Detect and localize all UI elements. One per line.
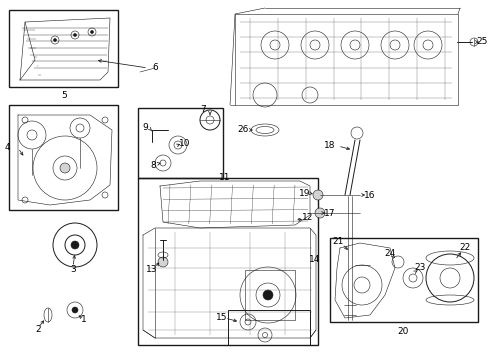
Text: 25: 25 — [475, 37, 487, 46]
Circle shape — [73, 33, 76, 36]
Text: 11: 11 — [219, 174, 230, 183]
Bar — [329, 238, 477, 322]
Text: 22: 22 — [458, 243, 469, 252]
Text: 2: 2 — [35, 325, 41, 334]
Bar — [138, 178, 317, 345]
Circle shape — [314, 208, 325, 218]
Text: 19: 19 — [299, 189, 310, 198]
Text: 8: 8 — [150, 161, 156, 170]
Text: 15: 15 — [216, 314, 227, 323]
Bar — [244, 270, 294, 320]
Text: 14: 14 — [309, 256, 320, 265]
Circle shape — [158, 257, 168, 267]
Circle shape — [71, 241, 79, 249]
Text: 24: 24 — [384, 248, 395, 257]
Circle shape — [263, 290, 272, 300]
Text: 6: 6 — [152, 63, 158, 72]
Text: 3: 3 — [70, 266, 76, 274]
Text: 9: 9 — [142, 123, 147, 132]
Bar — [9, 105, 118, 210]
Text: 18: 18 — [324, 140, 335, 149]
Text: 23: 23 — [413, 264, 425, 273]
Bar — [235, 14, 457, 105]
Text: 21: 21 — [332, 238, 343, 247]
Text: 10: 10 — [179, 139, 190, 148]
Text: 7: 7 — [200, 105, 205, 114]
Text: 20: 20 — [397, 328, 408, 337]
Text: 13: 13 — [146, 266, 158, 274]
Circle shape — [312, 190, 323, 200]
Text: 4: 4 — [4, 144, 10, 153]
Circle shape — [60, 163, 70, 173]
Bar — [138, 108, 223, 178]
Text: 12: 12 — [302, 213, 313, 222]
Circle shape — [53, 39, 57, 41]
Text: 1: 1 — [81, 315, 87, 324]
Circle shape — [72, 307, 78, 313]
Text: 17: 17 — [324, 208, 335, 217]
Circle shape — [90, 31, 93, 33]
Text: 5: 5 — [61, 90, 67, 99]
Bar — [227, 310, 309, 345]
Bar — [9, 10, 118, 87]
Text: 16: 16 — [364, 190, 375, 199]
Text: 26: 26 — [237, 126, 248, 135]
